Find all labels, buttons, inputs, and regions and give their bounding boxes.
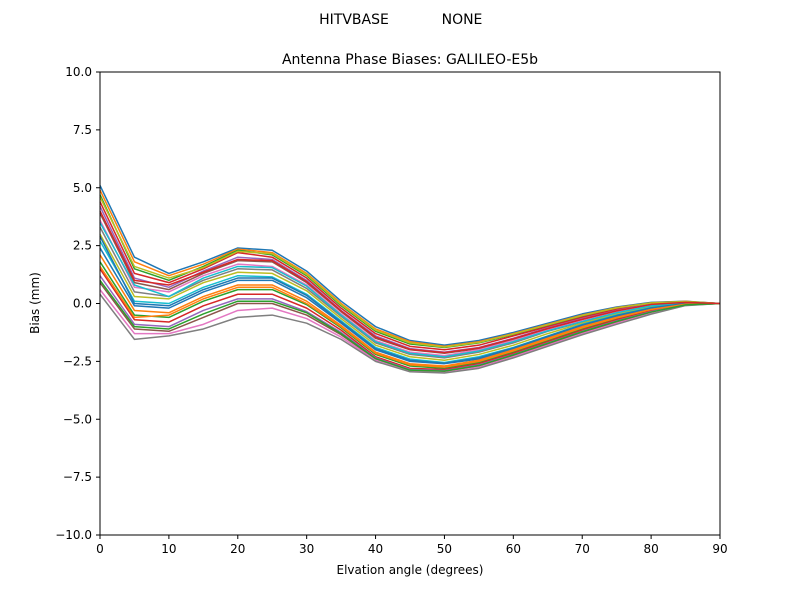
x-axis-label: Elvation angle (degrees) [337,563,484,577]
series-line-9 [99,233,721,361]
y-tick-label: 5.0 [73,181,92,195]
x-tick-label: 50 [437,542,452,556]
x-axis: 0 10 20 30 40 50 60 70 80 90 [96,535,728,556]
x-tick-label: 90 [712,542,727,556]
y-axis: 10.0 7.5 5.0 2.5 0.0 −2.5 −5.0 −7.5 −10.0 [55,65,100,542]
y-tick-label: 10.0 [65,65,92,79]
series-layer [99,185,721,374]
series-line-23 [99,279,721,372]
y-tick-label: −7.5 [63,470,92,484]
y-tick-label: −2.5 [63,354,92,368]
x-tick-label: 0 [96,542,104,556]
y-tick-label: 0.0 [73,297,92,311]
x-tick-label: 80 [643,542,658,556]
series-line-21 [99,236,720,364]
x-tick-label: 40 [368,542,383,556]
series-line-20 [99,222,721,358]
x-tick-label: 70 [575,542,590,556]
y-tick-label: −10.0 [55,528,92,542]
series-line-19 [99,196,721,348]
series-line-4 [99,201,721,351]
series-line-14 [99,268,721,371]
x-tick-label: 20 [230,542,245,556]
chart-title: Antenna Phase Biases: GALILEO-E5b [282,52,538,68]
x-tick-label: 10 [161,542,176,556]
suptitle-left: HITVBASE [319,12,389,28]
y-tick-label: 2.5 [73,239,92,253]
y-tick-label: −5.0 [63,412,92,426]
series-line-24 [99,210,721,354]
series-line-22 [99,266,721,368]
x-tick-label: 60 [506,542,521,556]
y-axis-label: Bias (mm) [28,272,42,334]
suptitle-right: NONE [442,12,483,28]
series-line-18 [99,293,721,374]
y-tick-label: 7.5 [73,123,92,137]
x-tick-label: 30 [299,542,314,556]
